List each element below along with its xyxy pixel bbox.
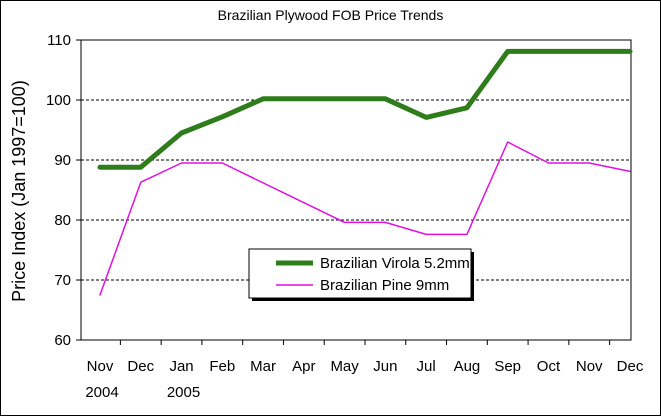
y-tick-label-100: 100 (46, 92, 71, 109)
y-tick-label-80: 80 (54, 212, 71, 229)
x-tick-label-10: Aug (454, 358, 481, 375)
legend-label-1: Brazilian Virola 5.2mm (320, 255, 470, 272)
chart-title: Brazilian Plywood FOB Price Trends (217, 7, 444, 23)
series-line-2 (99, 141, 631, 296)
legend-shadow-bottom (252, 298, 474, 301)
y-tick-label-110: 110 (47, 32, 71, 49)
x-year-label-2004: 2004 (85, 384, 118, 401)
series-line-1 (97, 48, 633, 170)
legend-box (248, 248, 472, 299)
y-tick-label-70: 70 (54, 272, 71, 289)
x-tick-label-7: May (330, 358, 359, 375)
x-tick-label-9: Jul (417, 358, 436, 375)
y-tick-label-60: 60 (54, 332, 71, 349)
series-lines (97, 48, 633, 296)
x-tick-label-6: Apr (292, 358, 315, 375)
legend: Brazilian Virola 5.2mm Brazilian Pine 9mm (248, 248, 474, 301)
x-tick-label-3: Jan (169, 358, 193, 375)
y-tick-label-90: 90 (54, 152, 71, 169)
x-tick-label-5: Mar (250, 358, 276, 375)
x-tick-label-1: Nov (87, 358, 114, 375)
x-tick-label-11: Sep (494, 358, 521, 375)
x-tick-label-14: Dec (617, 358, 644, 375)
x-tick-label-12: Oct (537, 358, 561, 375)
legend-shadow-right (471, 252, 474, 301)
legend-label-2: Brazilian Pine 9mm (320, 277, 449, 294)
x-tick-label-2: Dec (127, 358, 154, 375)
x-tick-label-4: Feb (209, 358, 235, 375)
x-axis-ticks: Nov Dec Jan Feb Mar Apr May Jun Jul Aug Sep Oct Nov D… (85, 340, 644, 401)
y-axis-label: Price Index (Jan 1997=100) (9, 80, 29, 302)
y-axis-ticks: 60 70 80 90 100 110 (46, 32, 81, 349)
x-year-label-2005: 2005 (167, 384, 200, 401)
x-tick-label-13: Nov (576, 358, 603, 375)
x-tick-label-8: Jun (373, 358, 397, 375)
